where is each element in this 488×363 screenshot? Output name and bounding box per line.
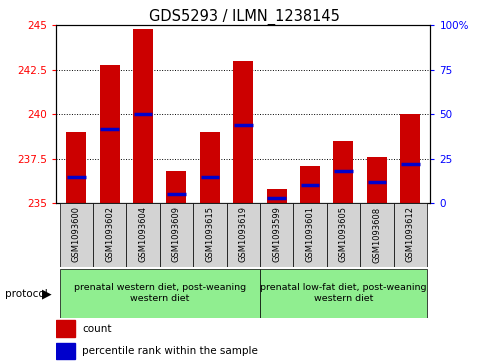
Bar	[100, 65, 120, 203]
FancyBboxPatch shape	[260, 269, 426, 318]
Text: GSM1093619: GSM1093619	[238, 207, 247, 262]
Bar	[333, 141, 353, 203]
Text: percentile rank within the sample: percentile rank within the sample	[82, 346, 258, 356]
FancyBboxPatch shape	[60, 269, 260, 318]
Bar	[366, 157, 386, 203]
Bar	[56, 343, 75, 359]
Text: GSM1093599: GSM1093599	[272, 207, 281, 262]
Bar	[133, 29, 153, 203]
Text: count: count	[82, 323, 112, 334]
Text: GSM1093601: GSM1093601	[305, 207, 314, 262]
Text: prenatal western diet, post-weaning
western diet: prenatal western diet, post-weaning west…	[74, 284, 245, 303]
Bar	[233, 61, 253, 203]
Text: GSM1093615: GSM1093615	[205, 207, 214, 262]
FancyBboxPatch shape	[360, 203, 393, 267]
Bar	[266, 189, 286, 203]
FancyBboxPatch shape	[60, 203, 93, 267]
FancyBboxPatch shape	[393, 203, 426, 267]
FancyBboxPatch shape	[260, 203, 293, 267]
Text: GSM1093602: GSM1093602	[105, 207, 114, 262]
FancyBboxPatch shape	[160, 203, 193, 267]
Text: GSM1093609: GSM1093609	[172, 207, 181, 262]
Bar	[300, 166, 320, 203]
Bar	[56, 320, 75, 337]
FancyBboxPatch shape	[193, 203, 226, 267]
Text: GSM1093612: GSM1093612	[405, 207, 414, 262]
FancyBboxPatch shape	[93, 203, 126, 267]
Bar	[400, 114, 420, 203]
FancyBboxPatch shape	[126, 203, 160, 267]
Text: GSM1093605: GSM1093605	[338, 207, 347, 262]
Text: GDS5293 / ILMN_1238145: GDS5293 / ILMN_1238145	[149, 9, 339, 25]
Text: GSM1093600: GSM1093600	[72, 207, 81, 262]
Text: GSM1093608: GSM1093608	[372, 207, 381, 262]
FancyBboxPatch shape	[226, 203, 260, 267]
Text: protocol: protocol	[5, 289, 47, 299]
Text: prenatal low-fat diet, post-weaning
western diet: prenatal low-fat diet, post-weaning west…	[260, 284, 426, 303]
Bar	[66, 132, 86, 203]
Text: ▶: ▶	[41, 287, 51, 301]
Text: GSM1093604: GSM1093604	[138, 207, 147, 262]
Bar	[166, 171, 186, 203]
Bar	[200, 132, 220, 203]
FancyBboxPatch shape	[293, 203, 326, 267]
FancyBboxPatch shape	[326, 203, 360, 267]
